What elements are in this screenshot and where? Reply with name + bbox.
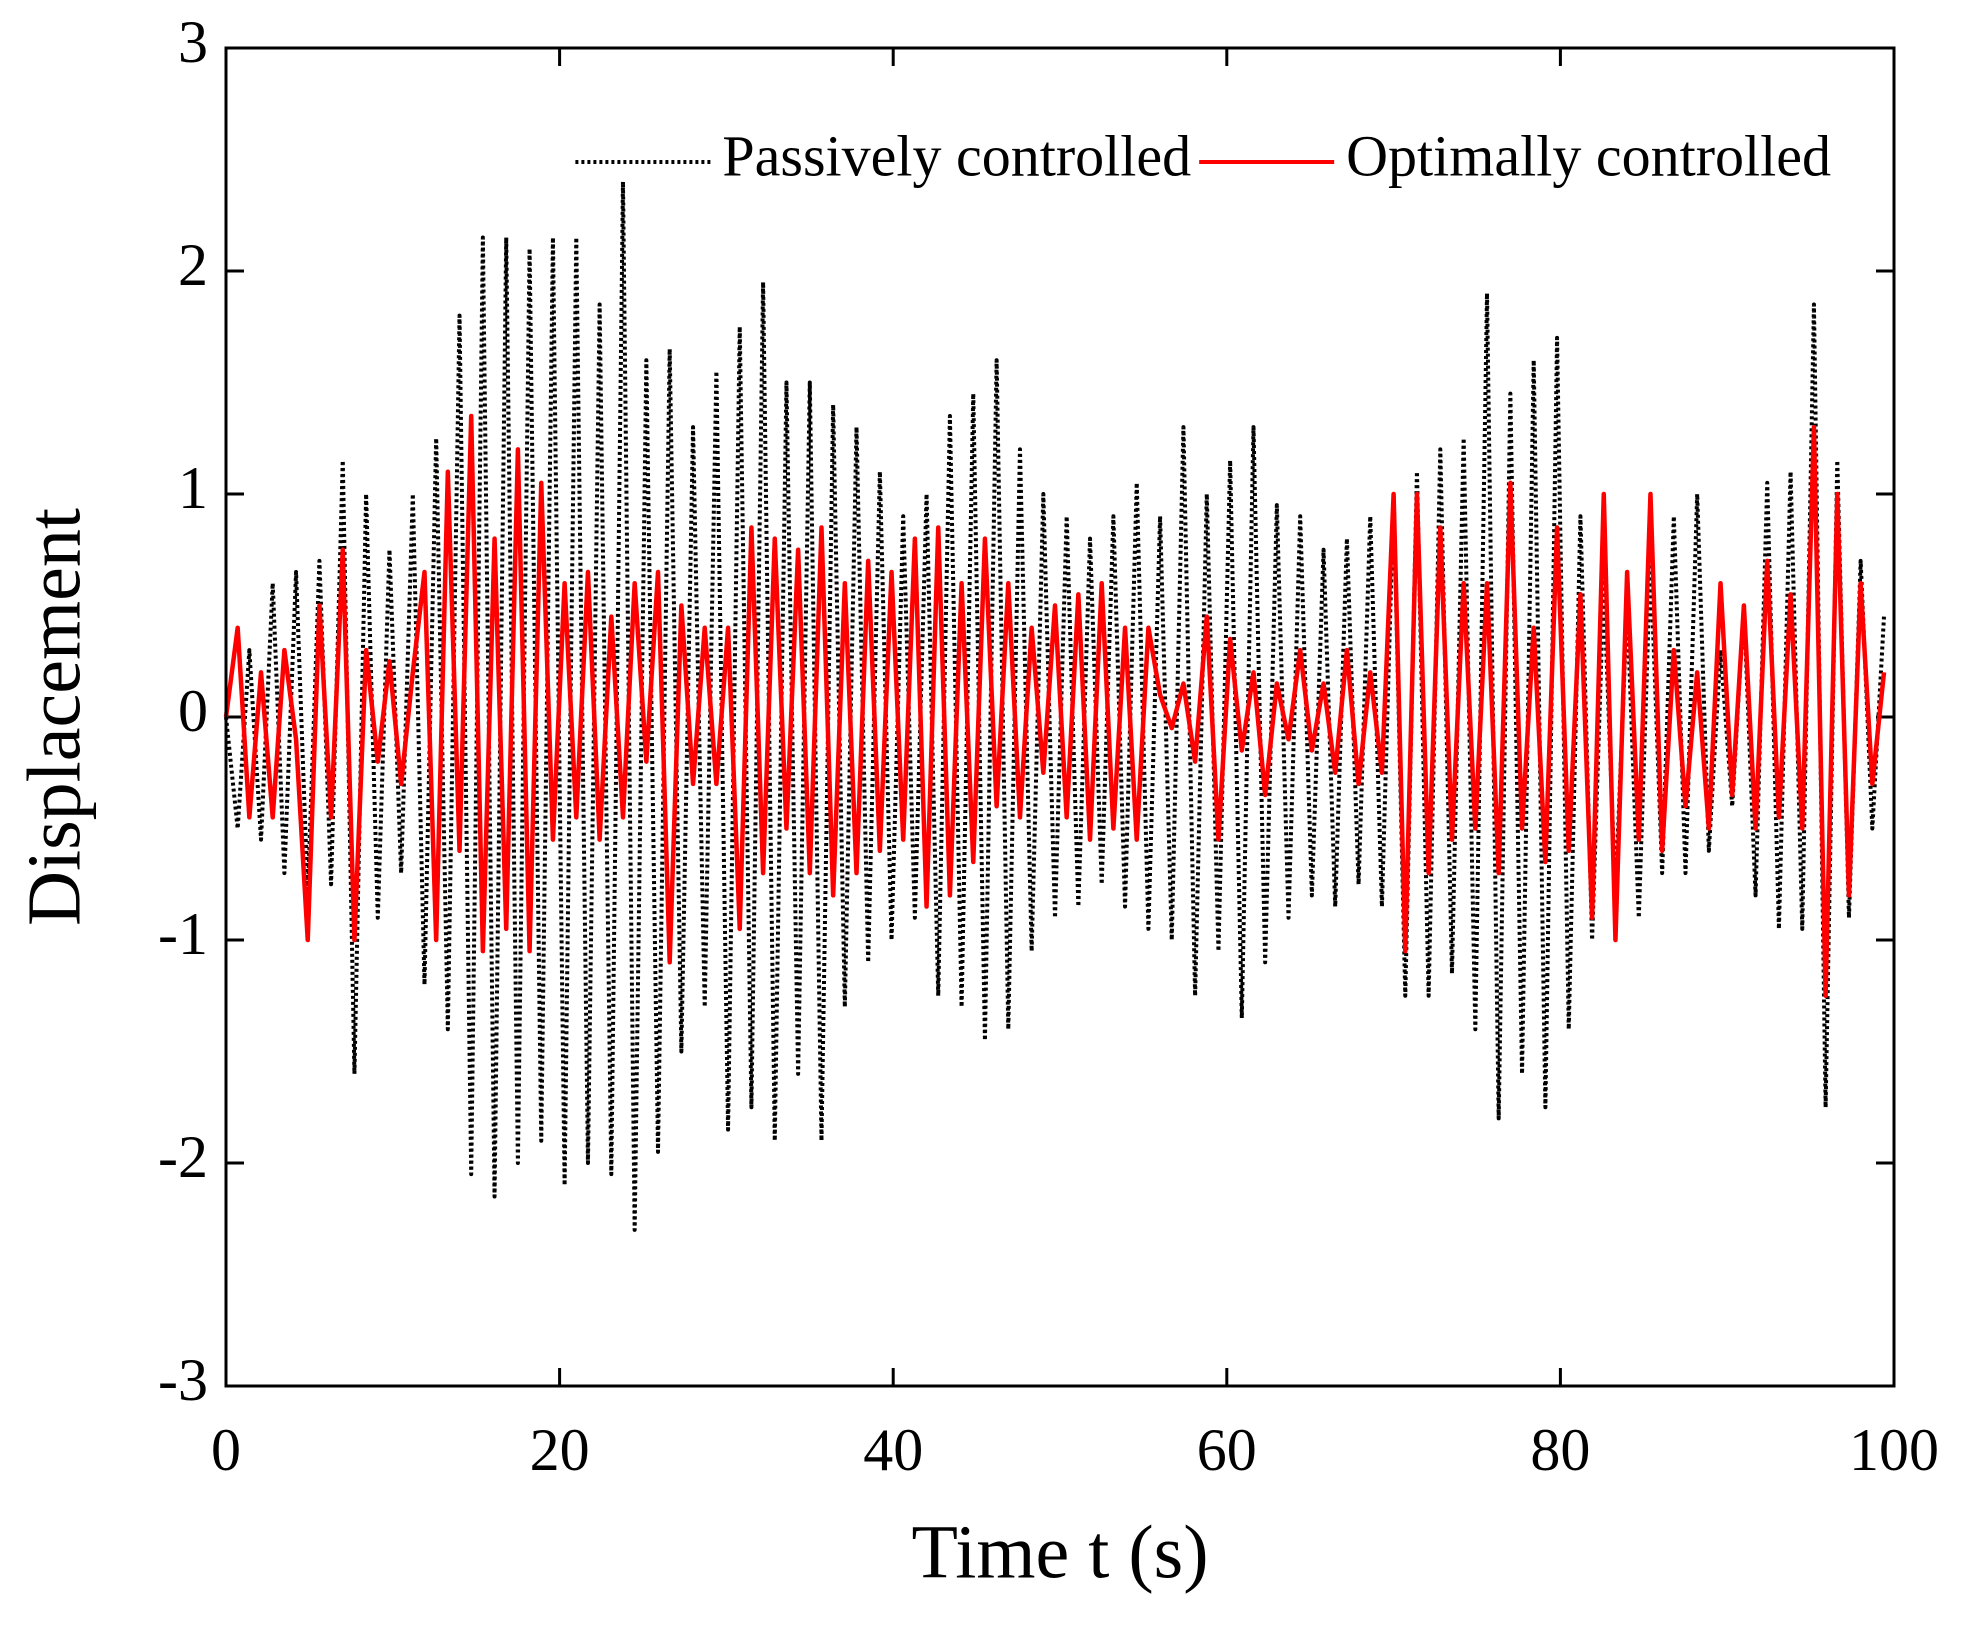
series-line <box>223 413 1887 998</box>
x-tick-label: 80 <box>1530 1417 1590 1483</box>
y-tick-label: -2 <box>158 1124 208 1190</box>
y-tick-label: -1 <box>158 901 208 967</box>
y-tick-label: 1 <box>178 455 208 521</box>
y-tick-label: 3 <box>178 9 208 75</box>
x-tick-label: 0 <box>211 1417 241 1483</box>
plot-frame <box>224 46 1896 1388</box>
x-tick-label: 40 <box>863 1417 923 1483</box>
y-tick-label: 2 <box>178 232 208 298</box>
x-tick-label: 60 <box>1197 1417 1257 1483</box>
x-axis-label: Time t (s) <box>911 1510 1208 1594</box>
legend-label: Passively controlled <box>722 123 1191 188</box>
y-axis-label: Displacement <box>12 508 96 926</box>
y-tick-label: 0 <box>178 678 208 744</box>
y-tick-label: -3 <box>158 1347 208 1413</box>
x-tick-label: 20 <box>530 1417 590 1483</box>
legend-label: Optimally controlled <box>1346 123 1831 188</box>
x-tick-label: 100 <box>1849 1417 1939 1483</box>
